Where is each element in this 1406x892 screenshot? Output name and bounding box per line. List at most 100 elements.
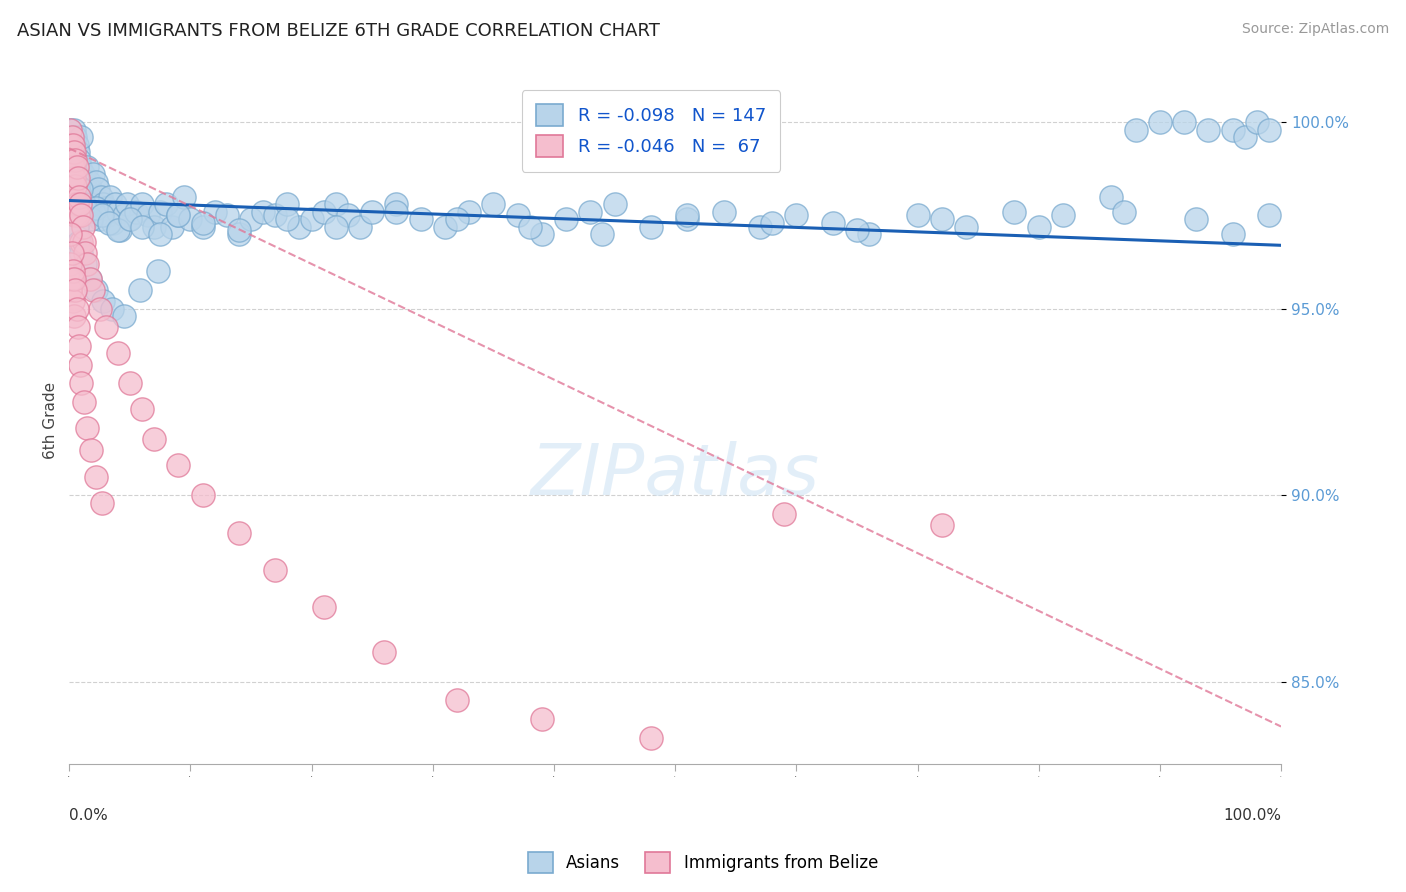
Point — [65, 163, 87, 178]
Point — [713, 204, 735, 219]
Point — [107, 223, 129, 237]
Point — [336, 209, 359, 223]
Point — [107, 346, 129, 360]
Point — [65, 137, 87, 152]
Point — [65, 197, 87, 211]
Point — [179, 212, 201, 227]
Point — [66, 320, 89, 334]
Point — [84, 469, 107, 483]
Point — [65, 160, 87, 174]
Point — [385, 204, 408, 219]
Point — [276, 212, 298, 227]
Point — [264, 209, 287, 223]
Point — [63, 153, 86, 167]
Point — [66, 178, 89, 193]
Point — [276, 197, 298, 211]
Point — [60, 130, 83, 145]
Legend: R = -0.098   N = 147, R = -0.046   N =  67: R = -0.098 N = 147, R = -0.046 N = 67 — [522, 90, 780, 172]
Point — [91, 294, 114, 309]
Point — [70, 245, 93, 260]
Point — [112, 309, 135, 323]
Point — [62, 134, 84, 148]
Point — [228, 227, 250, 241]
Point — [76, 160, 98, 174]
Point — [60, 130, 83, 145]
Point — [66, 145, 89, 159]
Point — [59, 257, 82, 271]
Point — [312, 600, 335, 615]
Point — [773, 507, 796, 521]
Point — [80, 212, 103, 227]
Point — [100, 301, 122, 316]
Point — [70, 190, 93, 204]
Point — [89, 301, 111, 316]
Point — [312, 204, 335, 219]
Point — [162, 219, 184, 234]
Point — [125, 204, 148, 219]
Point — [62, 137, 84, 152]
Point — [240, 212, 263, 227]
Point — [530, 712, 553, 726]
Point — [1149, 115, 1171, 129]
Point — [931, 212, 953, 227]
Point — [228, 223, 250, 237]
Point — [1099, 190, 1122, 204]
Point — [70, 235, 93, 249]
Point — [60, 153, 83, 167]
Text: Source: ZipAtlas.com: Source: ZipAtlas.com — [1241, 22, 1389, 37]
Point — [77, 175, 100, 189]
Point — [94, 201, 117, 215]
Point — [70, 182, 93, 196]
Point — [1028, 219, 1050, 234]
Point — [458, 204, 481, 219]
Point — [1258, 122, 1281, 136]
Point — [579, 204, 602, 219]
Point — [65, 160, 87, 174]
Point — [59, 160, 82, 174]
Point — [59, 283, 82, 297]
Point — [149, 227, 172, 241]
Point — [63, 201, 86, 215]
Point — [640, 731, 662, 745]
Point — [1246, 115, 1268, 129]
Point — [63, 156, 86, 170]
Point — [65, 178, 87, 193]
Point — [136, 209, 159, 223]
Point — [143, 219, 166, 234]
Point — [59, 160, 82, 174]
Point — [149, 204, 172, 219]
Point — [84, 175, 107, 189]
Point — [373, 645, 395, 659]
Point — [65, 209, 87, 223]
Point — [73, 182, 96, 196]
Point — [98, 216, 121, 230]
Point — [79, 182, 101, 196]
Point — [1222, 227, 1244, 241]
Point — [128, 283, 150, 297]
Legend: Asians, Immigrants from Belize: Asians, Immigrants from Belize — [522, 846, 884, 880]
Point — [67, 153, 90, 167]
Point — [325, 197, 347, 211]
Point — [143, 432, 166, 446]
Point — [69, 194, 91, 208]
Point — [385, 197, 408, 211]
Point — [118, 212, 141, 227]
Point — [252, 204, 274, 219]
Point — [155, 197, 177, 211]
Point — [69, 160, 91, 174]
Point — [80, 190, 103, 204]
Point — [76, 257, 98, 271]
Point — [59, 122, 82, 136]
Point — [66, 171, 89, 186]
Point — [555, 212, 578, 227]
Point — [63, 309, 86, 323]
Point — [603, 197, 626, 211]
Point — [76, 204, 98, 219]
Point — [749, 219, 772, 234]
Point — [62, 264, 84, 278]
Point — [228, 525, 250, 540]
Point — [89, 212, 111, 227]
Point — [73, 245, 96, 260]
Point — [761, 216, 783, 230]
Point — [60, 141, 83, 155]
